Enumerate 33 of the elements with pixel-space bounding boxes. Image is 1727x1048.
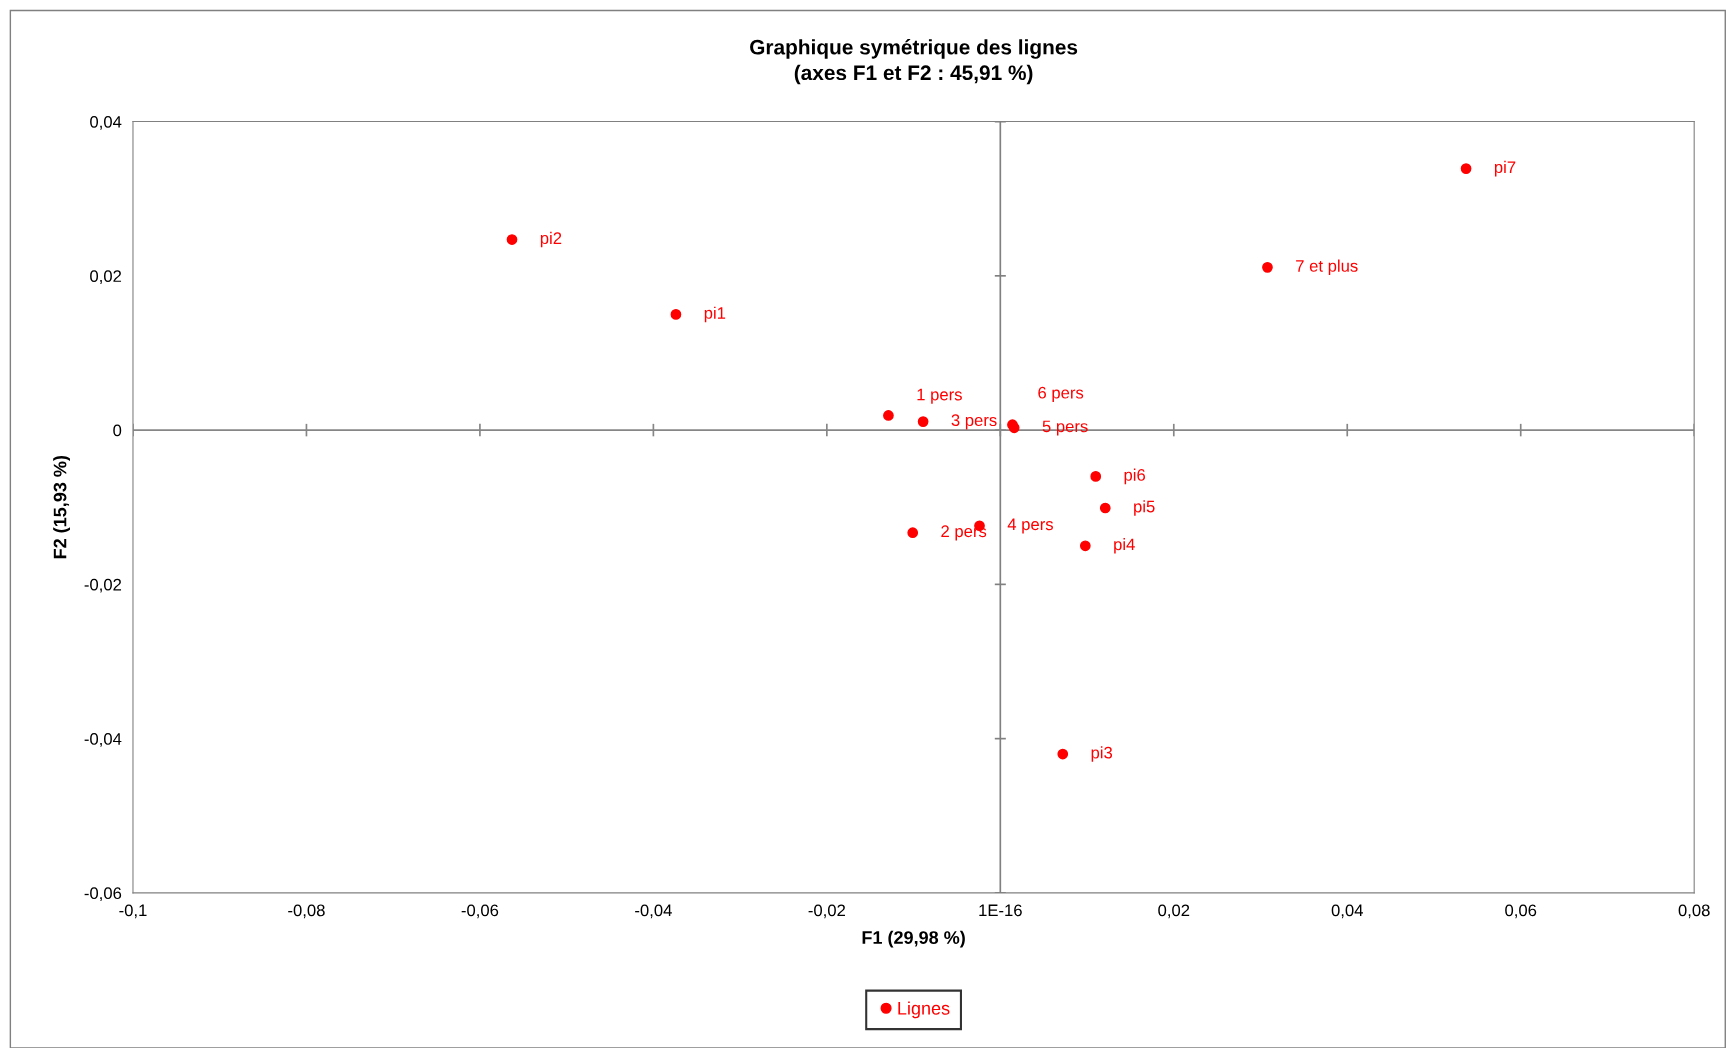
annotation: pi5 [1134, 500, 1155, 516]
annotation: 1 pers [917, 388, 962, 404]
x-tick-label: 1E-16 [979, 904, 1022, 917]
annotation: pi7 [1494, 160, 1516, 177]
y-tick-label: -0,06 [84, 887, 122, 902]
x-tick-label: 0,06 [1505, 904, 1537, 919]
annotation: 5 pers [1042, 420, 1088, 436]
annotation: pi2 [540, 231, 562, 248]
x-tick-label: 0,08 [1678, 904, 1710, 919]
y-tick-label: 0,02 [90, 270, 122, 285]
x-tick-label: -0,08 [288, 904, 325, 919]
annotation: pi1 [704, 306, 726, 323]
chart-title: Graphique symétrique des lignes (axes F1 et F2 : 45,91 %) [750, 39, 1078, 85]
x-tick-label: 0,04 [1331, 904, 1363, 919]
annotation: pi4 [1114, 538, 1135, 554]
annotation: 3 pers [951, 414, 997, 430]
annotation: 7 et plus [1296, 259, 1358, 276]
y-tick-label: 0 [113, 424, 122, 437]
x-tick-label: 0,02 [1158, 904, 1190, 919]
y-tick-label: -0,04 [84, 733, 122, 747]
x-axis-title: F1 (29,98 %) [862, 930, 965, 948]
x-tick-label: -0,06 [461, 904, 499, 919]
annotation: pi6 [1124, 468, 1146, 485]
legend-label: Lignes [898, 1001, 950, 1019]
y-tick-label: 0,04 [90, 115, 122, 130]
x-tick-label: -0,1 [119, 904, 147, 919]
annotation: 6 pers [1038, 386, 1084, 402]
x-tick-label: -0,02 [808, 904, 846, 919]
annotation: 4 pers [1007, 518, 1053, 534]
y-tick-label: -0,02 [84, 578, 122, 593]
x-tick-label: -0,04 [635, 904, 672, 919]
annotation: pi3 [1091, 746, 1113, 762]
y-axis-title: F2 (15,93 %) [53, 455, 70, 559]
